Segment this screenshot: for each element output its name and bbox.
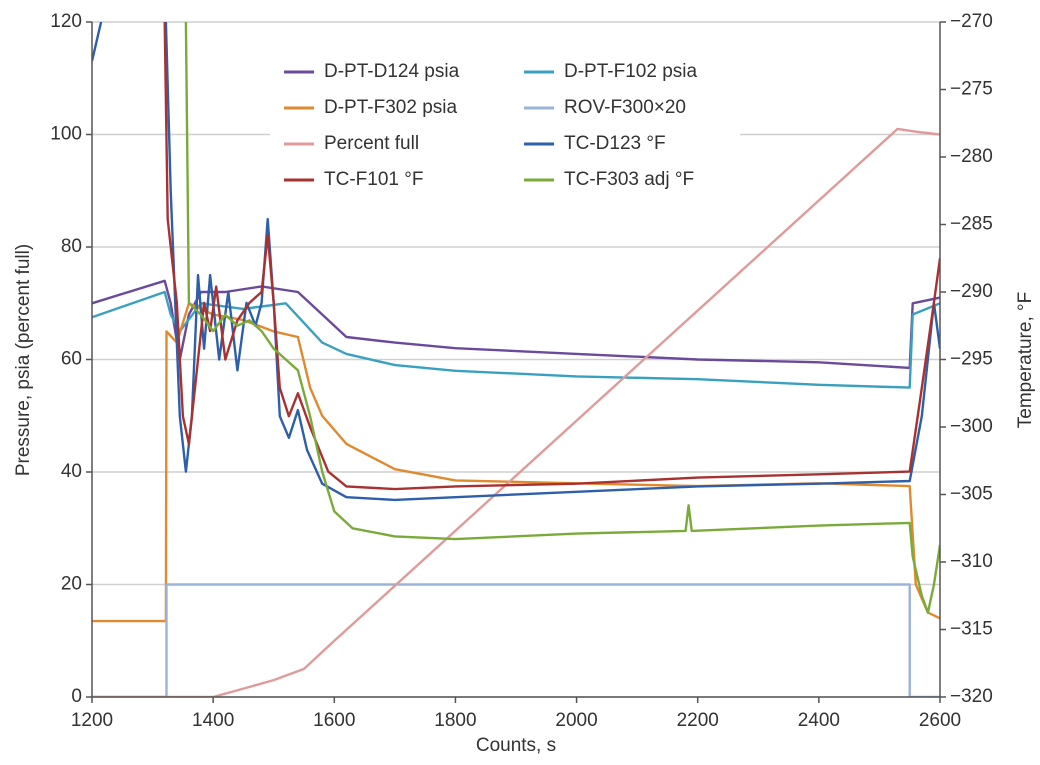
series-line	[184, 22, 940, 614]
y2-tick-label: −320	[950, 686, 993, 707]
legend: D-PT-D124 psia D-PT-F102 psia D-PT-F302 ps…	[270, 52, 740, 202]
y2-tick-label: −310	[950, 551, 993, 572]
y2-tick-label: −275	[950, 79, 993, 100]
y2-tick-label: −290	[950, 281, 993, 302]
y2-tick-label: −285	[950, 214, 993, 235]
y2-tick-label: −280	[950, 146, 993, 167]
y-tick-label: 100	[50, 124, 82, 145]
y-tick-label: 0	[71, 686, 82, 707]
legend-label: TC-F101 °F	[324, 169, 423, 190]
y2-tick-label: −300	[950, 416, 993, 437]
legend-label: TC-D123 °F	[564, 133, 666, 154]
y-tick-label: 120	[50, 11, 82, 32]
x-tick-label: 2000	[555, 710, 597, 731]
y-tick-label: 20	[61, 574, 82, 595]
legend-label: D-PT-F102 psia	[564, 61, 697, 82]
y2-tick-label: −315	[950, 619, 993, 640]
legend-label: TC-F303 adj °F	[564, 169, 694, 190]
y-tick-label: 60	[61, 349, 82, 370]
x-tick-label: 1800	[434, 710, 476, 731]
legend-box	[270, 52, 740, 202]
series-line	[92, 583, 940, 697]
x-tick-label: 2600	[919, 710, 961, 731]
x-tick-label: 1600	[313, 710, 355, 731]
series-line	[163, 22, 940, 491]
y-tick-label: 40	[61, 461, 82, 482]
y-axis-label: Pressure, psia (percent full)	[13, 244, 34, 476]
legend-label: D-PT-D124 psia	[324, 61, 460, 82]
y2-axis-label: Temperature, °F	[1015, 292, 1036, 428]
legend-label: Percent full	[324, 133, 419, 154]
series-line	[92, 127, 940, 697]
axes: 0 20 40 60 80 100 120 −320 −315 −310 −305 −300 −295 −…	[50, 11, 993, 731]
legend-label: D-PT-F302 psia	[324, 97, 457, 118]
plot-area	[92, 22, 940, 697]
x-tick-label: 2200	[677, 710, 719, 731]
legend-label: ROV-F300×20	[564, 97, 686, 118]
y2-tick-label: −270	[950, 11, 993, 32]
y2-tick-label: −305	[950, 484, 993, 505]
x-tick-label: 2400	[798, 710, 840, 731]
series-line	[92, 302, 940, 623]
y-tick-label: 80	[61, 236, 82, 257]
x-tick-label: 1200	[71, 710, 113, 731]
x-axis-label: Counts, s	[476, 735, 556, 756]
x-tick-label: 1400	[192, 710, 234, 731]
y2-tick-label: −295	[950, 349, 993, 370]
